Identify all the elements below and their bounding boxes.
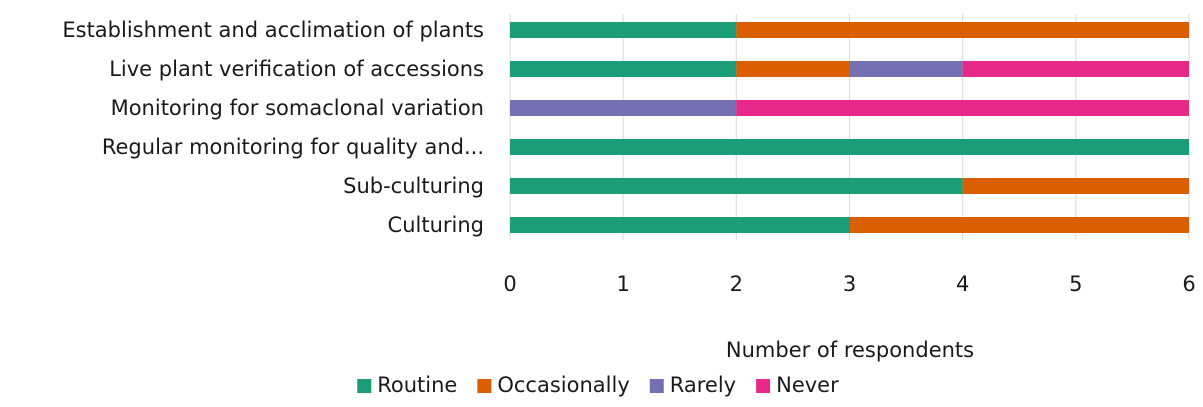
category-label: Culturing bbox=[388, 213, 484, 237]
x-tick-label: 5 bbox=[1069, 272, 1082, 296]
bar-segment-routine bbox=[510, 178, 963, 194]
legend-label: Rarely bbox=[670, 373, 736, 397]
bar-segment-routine bbox=[510, 217, 850, 233]
legend-item-rarely: Rarely bbox=[649, 373, 736, 397]
bar-segment-rarely bbox=[510, 100, 737, 116]
x-tick-label: 6 bbox=[1182, 272, 1195, 296]
bar-segment-rarely bbox=[849, 61, 963, 77]
legend-swatch bbox=[357, 379, 372, 393]
category-label: Regular monitoring for quality and... bbox=[102, 135, 484, 159]
bar-segment-occasionally bbox=[736, 22, 1189, 38]
category-label: Monitoring for somaclonal variation bbox=[111, 96, 484, 120]
category-labels: Establishment and acclimation of plants L… bbox=[62, 18, 484, 237]
bar-segment-routine bbox=[510, 22, 737, 38]
legend-swatch bbox=[649, 379, 664, 393]
legend-swatch bbox=[756, 379, 771, 393]
legend: Routine Occasionally Rarely Never bbox=[357, 373, 839, 397]
category-label: Establishment and acclimation of plants bbox=[62, 18, 484, 42]
legend-swatch bbox=[477, 379, 492, 393]
bar-segment-never bbox=[736, 100, 1189, 116]
x-tick-label: 4 bbox=[956, 272, 969, 296]
bar-segment-routine bbox=[510, 61, 737, 77]
gridlines bbox=[509, 14, 1190, 240]
x-tick-label: 2 bbox=[730, 272, 743, 296]
x-axis-title: Number of respondents bbox=[726, 338, 974, 362]
legend-item-never: Never bbox=[756, 373, 839, 397]
x-axis-tick-labels: 0 1 2 3 4 5 6 bbox=[503, 272, 1195, 296]
legend-item-routine: Routine bbox=[357, 373, 457, 397]
legend-label: Routine bbox=[377, 373, 457, 397]
legend-label: Never bbox=[776, 373, 839, 397]
bar-segment-occasionally bbox=[736, 61, 850, 77]
category-label: Sub-culturing bbox=[343, 174, 484, 198]
legend-item-occasionally: Occasionally bbox=[477, 373, 630, 397]
bar-segment-occasionally bbox=[849, 217, 1189, 233]
bar-segment-never bbox=[962, 61, 1189, 77]
bar-segment-occasionally bbox=[962, 178, 1189, 194]
x-tick-label: 3 bbox=[843, 272, 856, 296]
legend-label: Occasionally bbox=[497, 373, 629, 397]
bar-segment-routine bbox=[510, 139, 1189, 155]
bars bbox=[510, 22, 1189, 233]
x-tick-label: 1 bbox=[616, 272, 629, 296]
x-tick-label: 0 bbox=[503, 272, 516, 296]
category-label: Live plant verification of accessions bbox=[109, 57, 484, 81]
